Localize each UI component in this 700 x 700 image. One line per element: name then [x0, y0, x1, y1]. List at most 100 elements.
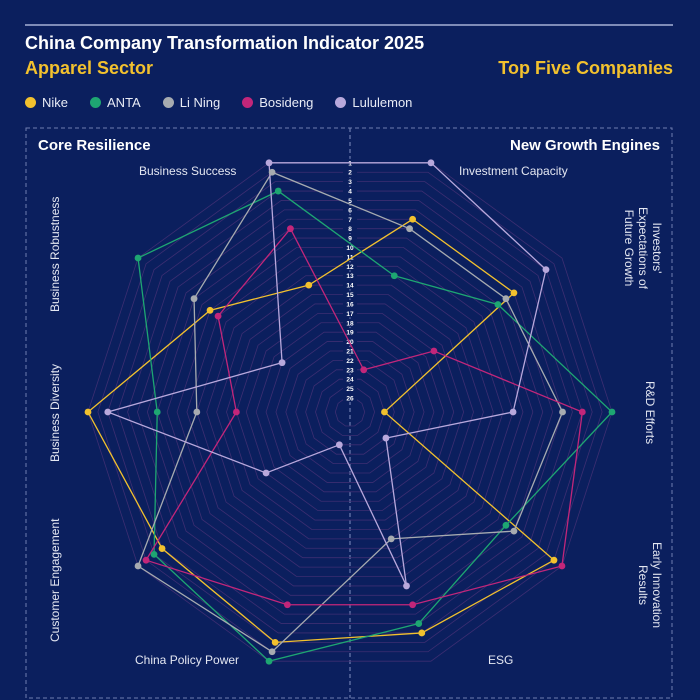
tick-label-bg [343, 375, 357, 384]
grid-ring [117, 190, 583, 634]
tick-label-bg [343, 318, 357, 327]
legend-label: Lululemon [352, 95, 413, 110]
axis-label-business-diversity: Business Diversity [48, 363, 62, 462]
data-point-bosideng [283, 601, 291, 609]
data-point-lululemon [382, 434, 390, 442]
axis-label-early-innovation-results: Early Innovation Results [636, 541, 664, 629]
grid-ring [305, 369, 395, 455]
tick-label-bg [343, 215, 357, 224]
tick-label-bg [343, 234, 357, 243]
grid-ring [206, 275, 494, 549]
tick-label: 15 [346, 292, 354, 299]
legend-swatch [162, 97, 174, 108]
data-point-anta [150, 550, 158, 558]
tick-label: 1 [348, 160, 352, 167]
data-point-li-ning [268, 168, 276, 176]
tick-label-bg [343, 187, 357, 196]
data-point-bosideng [578, 408, 586, 416]
grid-ring [255, 322, 445, 502]
panel-frame [25, 127, 673, 699]
axis-label-china-policy-power: China Policy Power [135, 653, 240, 667]
data-point-anta [265, 657, 273, 665]
data-point-nike [381, 408, 388, 416]
tick-label-bg [343, 365, 357, 374]
data-point-anta [390, 272, 398, 280]
tick-label: 4 [348, 189, 352, 196]
data-point-bosideng [360, 366, 368, 374]
legend-swatch [335, 97, 347, 108]
grid-ring [334, 397, 366, 427]
tick-label-bg [343, 281, 357, 290]
data-point-lululemon [542, 266, 550, 274]
tick-label-bg [343, 384, 357, 393]
grid-ring [295, 359, 405, 465]
axis-label-investment-capacity: Investment Capacity [459, 164, 568, 178]
data-point-anta [134, 254, 142, 262]
tick-label-bg [343, 224, 357, 233]
data-point-nike [305, 281, 313, 289]
tick-label: 13 [346, 273, 354, 280]
tick-label-bg [343, 196, 357, 205]
legend-item-nike: Nike [25, 95, 68, 110]
tick-label: 11 [347, 254, 354, 261]
tick-label: 14 [346, 283, 354, 290]
axis-label-business-robustness: Business Robustness [48, 196, 62, 312]
axis-label-customer-engagement: Customer Engagement [48, 518, 62, 642]
data-point-anta [608, 408, 616, 416]
data-point-nike [84, 408, 92, 416]
tick-label-bg [343, 328, 357, 337]
tick-label: 18 [346, 320, 354, 327]
data-point-li-ning [559, 408, 566, 416]
data-point-nike [409, 215, 417, 223]
data-point-nike [158, 545, 166, 552]
tick-label: 24 [346, 377, 354, 384]
grid-ring [235, 303, 465, 521]
grid-ring [137, 209, 563, 615]
data-point-li-ning [134, 562, 142, 570]
data-point-li-ning [190, 295, 198, 303]
tick-label: 26 [346, 396, 354, 403]
scope-subtitle: Top Five Companies [498, 58, 673, 78]
series-line-anta [137, 190, 613, 662]
data-point-anta [415, 620, 423, 627]
data-point-bosideng [142, 556, 150, 564]
legend-swatch [25, 97, 36, 108]
tick-label-bg [343, 299, 357, 308]
panel-title-new-growth-engines: New Growth Engines [509, 137, 660, 154]
tick-label-bg [343, 290, 357, 299]
tick-label: 12 [346, 264, 354, 271]
tick-label: 8 [348, 226, 352, 233]
data-point-li-ning [193, 408, 201, 416]
tick-label-bg [343, 356, 357, 365]
tick-label: 2 [348, 170, 352, 177]
chart-title: China Company Transformation Indicator 2… [25, 33, 425, 53]
data-point-anta [153, 408, 161, 416]
data-point-bosideng [430, 347, 438, 355]
panel-title-core-resilience: Core Resilience [38, 137, 151, 154]
data-point-nike [206, 306, 214, 314]
data-point-li-ning [268, 648, 276, 656]
axis-label-esg: ESG [488, 653, 514, 667]
tick-label-bg [343, 337, 357, 346]
data-point-anta [274, 187, 282, 195]
data-point-bosideng [214, 312, 222, 320]
data-point-li-ning [387, 535, 395, 543]
tick-label: 7 [348, 217, 352, 224]
grid-ring [176, 247, 524, 577]
legend-swatch [90, 97, 102, 108]
tick-label-bg [343, 168, 357, 177]
data-point-lululemon [427, 159, 435, 167]
tick-label: 23 [346, 367, 354, 374]
legend-label: Bosideng [259, 95, 314, 110]
grid-ring [275, 341, 425, 483]
grid-ring [245, 312, 455, 512]
legend-item-lululemon: Lululemon [335, 95, 412, 110]
data-point-bosideng [409, 601, 417, 609]
grid-ring [156, 228, 544, 596]
tick-label-bg [343, 346, 357, 355]
legend-label: ANTA [107, 95, 141, 110]
tick-label: 22 [346, 358, 354, 365]
tick-label: 6 [348, 207, 352, 214]
data-point-nike [510, 289, 518, 297]
